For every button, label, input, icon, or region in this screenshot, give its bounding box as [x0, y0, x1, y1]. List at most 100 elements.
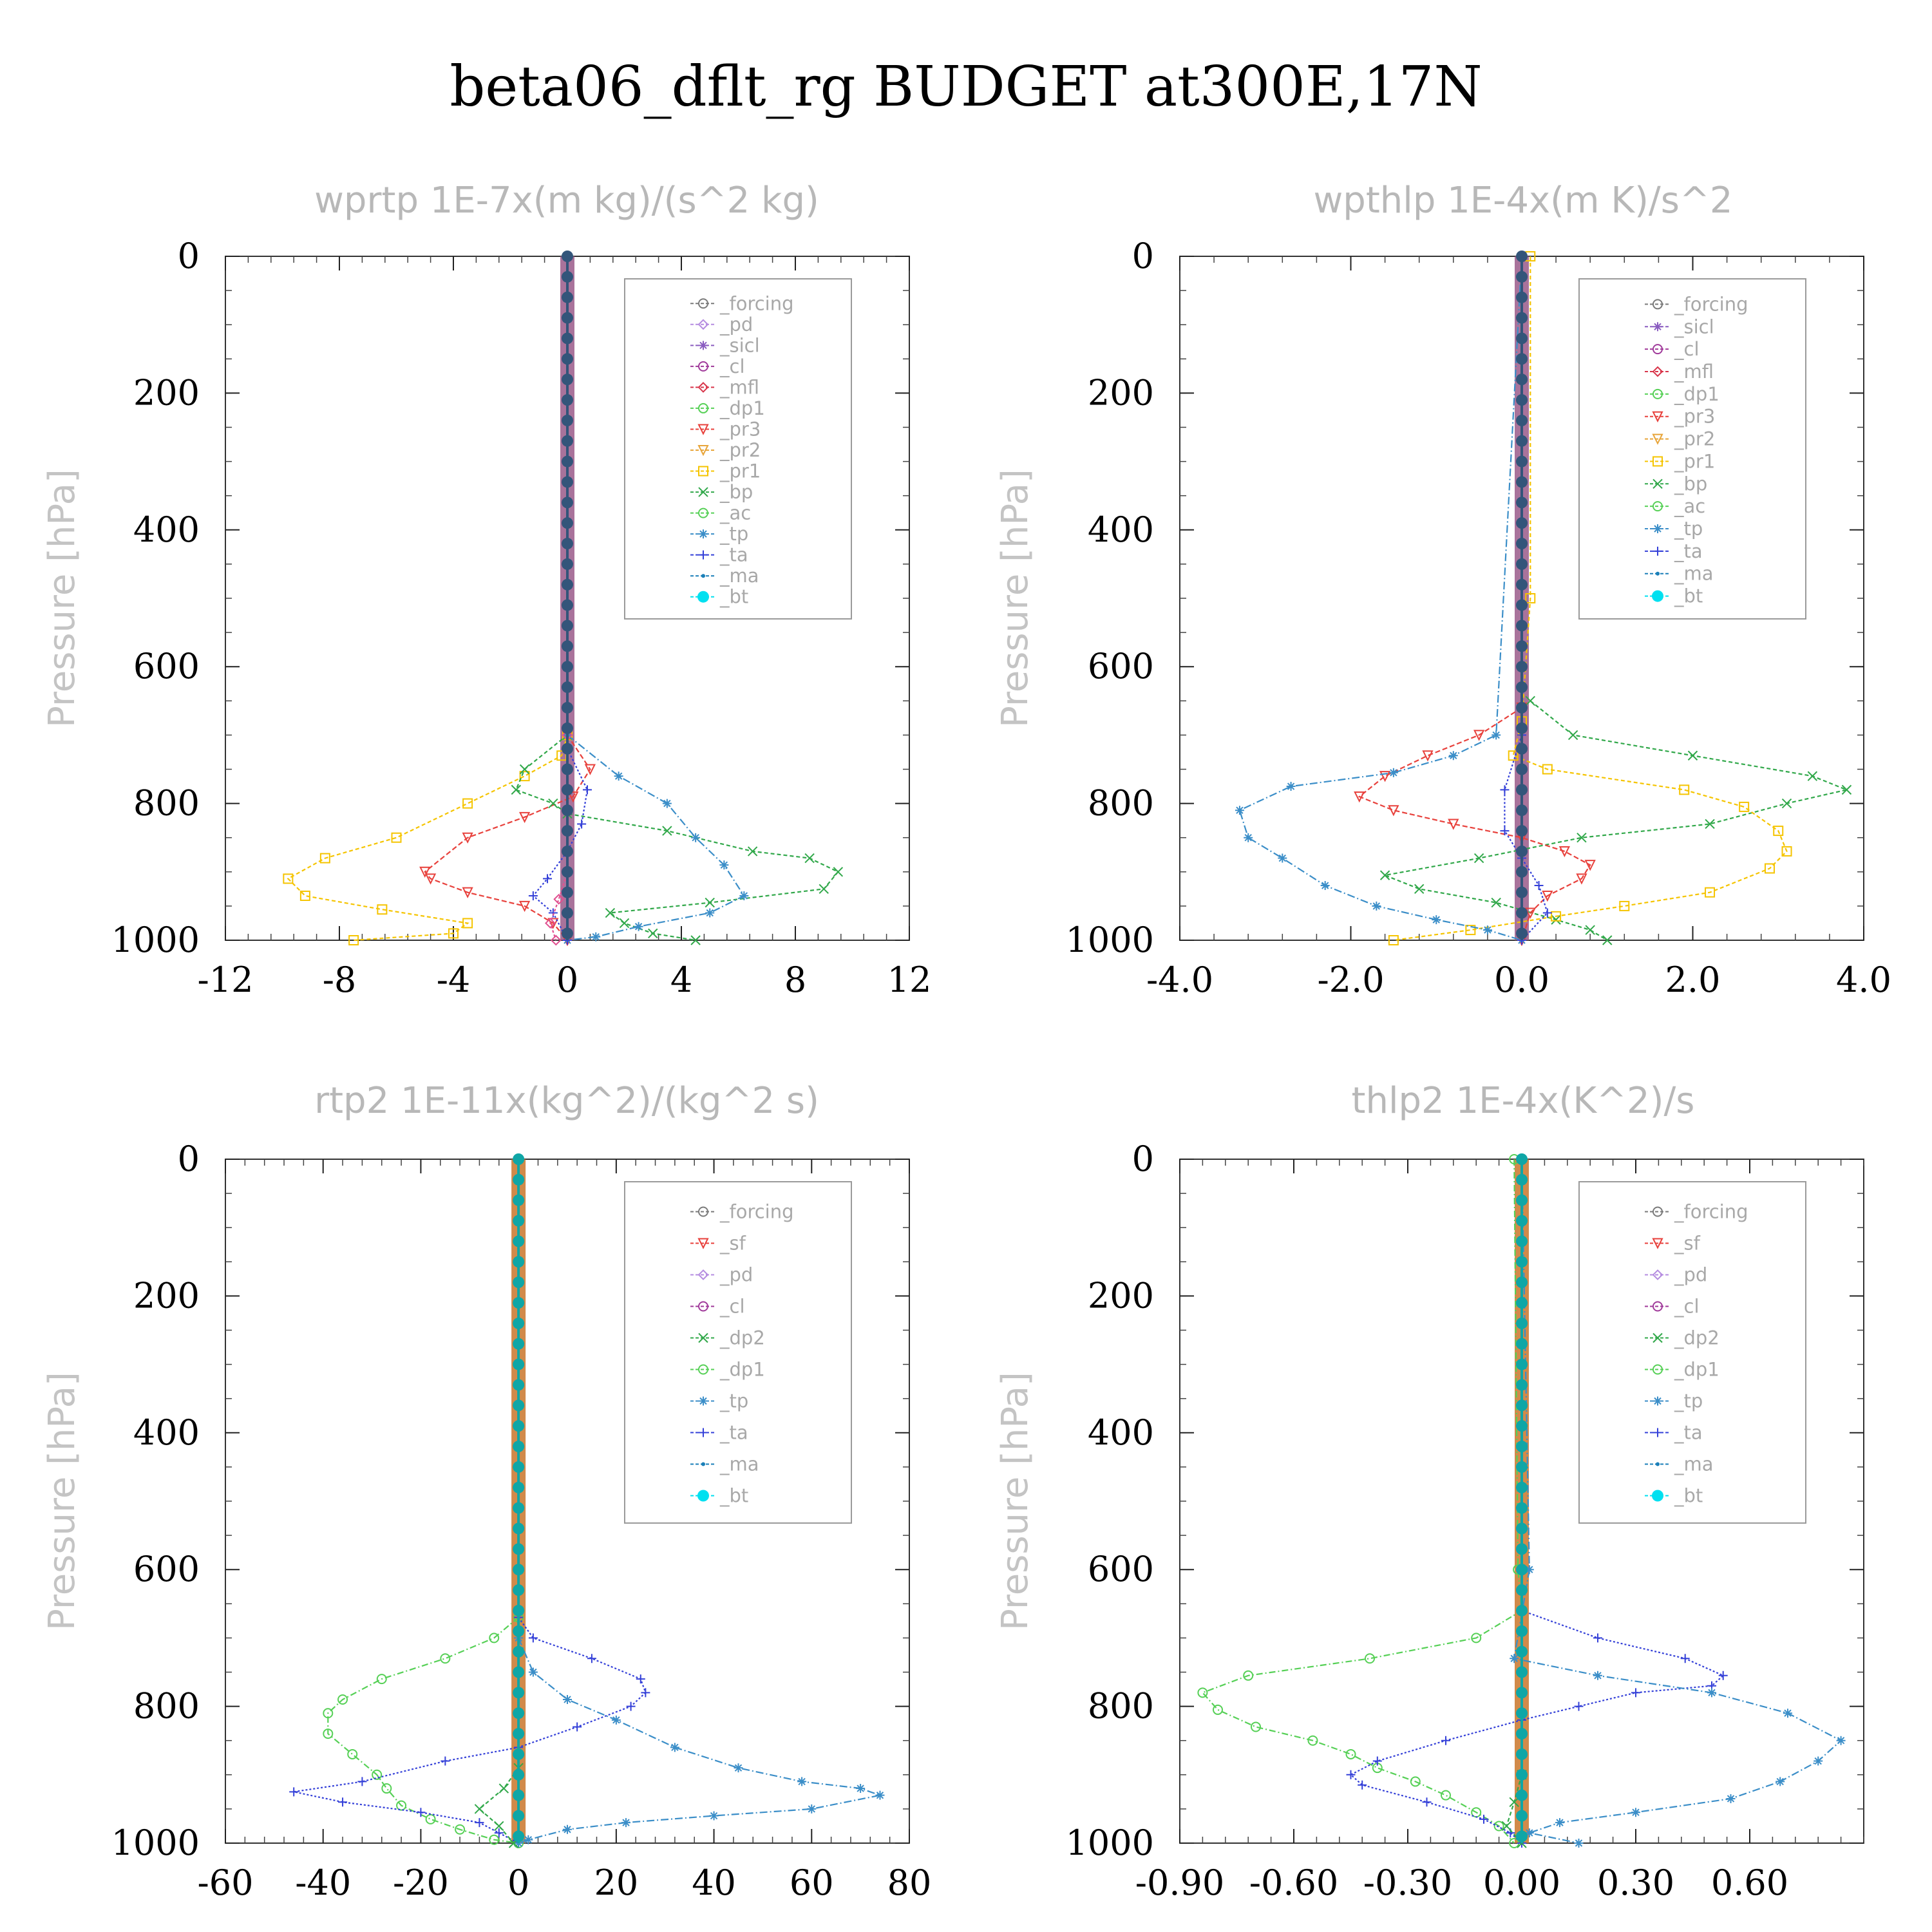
- legend-entry: _dp2: [1674, 1327, 1719, 1349]
- data-point: [562, 291, 573, 303]
- data-point: [462, 798, 473, 809]
- data-point: [562, 538, 573, 550]
- data-point: [519, 900, 531, 913]
- panel-4: thlp2 1E-4x(K^2)/s Pressure [hPa] -0.90 -0.…: [994, 1080, 1864, 1903]
- data-point: [372, 1769, 383, 1780]
- legend-entry: _mfl: [1674, 361, 1714, 383]
- data-point: [357, 1777, 367, 1786]
- y-tick-label: 400: [1088, 509, 1154, 550]
- data-point: [562, 804, 573, 817]
- legend-marker: [1653, 388, 1663, 399]
- data-point: [1687, 750, 1698, 761]
- x-tick-label: 60: [790, 1862, 834, 1903]
- data-point: [513, 1481, 525, 1493]
- data-point: [513, 1584, 525, 1596]
- legend-marker: [1653, 524, 1662, 533]
- data-point: [1619, 900, 1630, 911]
- data-point: [1492, 730, 1501, 740]
- series_dp2: [474, 1763, 524, 1848]
- series-line: [567, 734, 745, 942]
- data-point: [797, 1777, 807, 1786]
- data-point: [424, 873, 437, 885]
- legend-entry: _cl: [719, 355, 745, 377]
- data-point: [1379, 870, 1390, 880]
- data-point: [1482, 925, 1492, 935]
- data-point: [462, 918, 473, 929]
- data-point: [1516, 578, 1528, 591]
- data-point: [562, 722, 573, 734]
- series-line: [478, 1767, 519, 1844]
- series_ta: [1346, 1605, 1728, 1848]
- panel-2: wpthlp 1E-4x(m K)/s^2 Pressure [hPa] -4.0 -…: [994, 180, 1891, 1000]
- data-point: [584, 764, 596, 775]
- data-point: [1516, 743, 1528, 755]
- data-point: [1631, 1808, 1640, 1817]
- legend-entry: _pr1: [719, 460, 761, 482]
- data-point: [524, 1835, 533, 1844]
- data-point: [1841, 784, 1852, 795]
- legend-marker: [701, 574, 705, 578]
- data-point: [719, 860, 729, 870]
- legend-entry: _tp: [1674, 1390, 1703, 1412]
- data-point: [709, 1811, 719, 1821]
- data-point: [1516, 825, 1528, 837]
- legend-marker: [697, 381, 709, 393]
- y-tick-label: 400: [133, 1412, 200, 1453]
- legend-entry: _ac: [719, 502, 751, 524]
- y-tick-label: 200: [1088, 1275, 1154, 1316]
- data-point: [1251, 1721, 1261, 1732]
- data-point: [587, 1654, 596, 1663]
- data-point: [1516, 599, 1528, 611]
- data-point: [1465, 925, 1476, 936]
- data-point: [641, 1688, 650, 1698]
- data-point: [1473, 730, 1485, 741]
- y-axis-label: Pressure [hPa]: [994, 469, 1036, 728]
- data-point: [1473, 853, 1484, 864]
- data-point: [1441, 1736, 1450, 1745]
- legend-entry: _sf: [1674, 1233, 1701, 1255]
- legend-marker: [1653, 1364, 1663, 1375]
- data-point: [1516, 661, 1528, 673]
- data-point: [513, 1256, 525, 1268]
- data-point: [1574, 1701, 1584, 1711]
- legend-marker: [1653, 478, 1663, 489]
- data-point: [1764, 863, 1775, 874]
- legend-marker: [698, 487, 708, 497]
- data-point: [513, 1604, 525, 1616]
- data-point: [1235, 806, 1244, 815]
- data-point: [1516, 353, 1528, 365]
- legend-entry: _bp: [719, 481, 753, 503]
- data-point: [1516, 1276, 1528, 1289]
- legend-entry: _forcing: [719, 292, 794, 314]
- series_tp: [1510, 1155, 1846, 1848]
- data-point: [416, 1808, 426, 1817]
- legend-marker: [697, 1238, 709, 1249]
- data-point: [553, 893, 565, 905]
- data-point: [1516, 907, 1528, 919]
- series_bp: [1379, 696, 1852, 945]
- data-point: [528, 1633, 538, 1643]
- data-point: [1516, 1481, 1528, 1493]
- data-point: [1773, 826, 1784, 837]
- data-point: [562, 578, 573, 591]
- legend-marker: [1653, 299, 1663, 310]
- legend-marker: [1652, 1490, 1663, 1502]
- data-point: [1510, 1654, 1519, 1663]
- series_bt: [1516, 251, 1528, 940]
- data-point: [1493, 1821, 1504, 1832]
- y-tick-label: 200: [1088, 372, 1154, 413]
- data-point: [1516, 435, 1528, 447]
- data-point: [1346, 1770, 1356, 1779]
- data-point: [513, 1687, 525, 1699]
- x-tick-label: -40: [295, 1862, 351, 1903]
- panel-title: wprtp 1E-7x(m kg)/(s^2 kg): [314, 180, 819, 222]
- data-point: [513, 1420, 525, 1432]
- data-point: [1491, 897, 1501, 908]
- data-point: [513, 1502, 525, 1514]
- legend-marker: [1653, 1301, 1663, 1312]
- data-point: [513, 1317, 525, 1329]
- data-point: [513, 1789, 525, 1801]
- x-tick-label: 0.30: [1597, 1862, 1674, 1903]
- data-point: [1516, 517, 1528, 529]
- legend-entry: _bt: [719, 586, 748, 608]
